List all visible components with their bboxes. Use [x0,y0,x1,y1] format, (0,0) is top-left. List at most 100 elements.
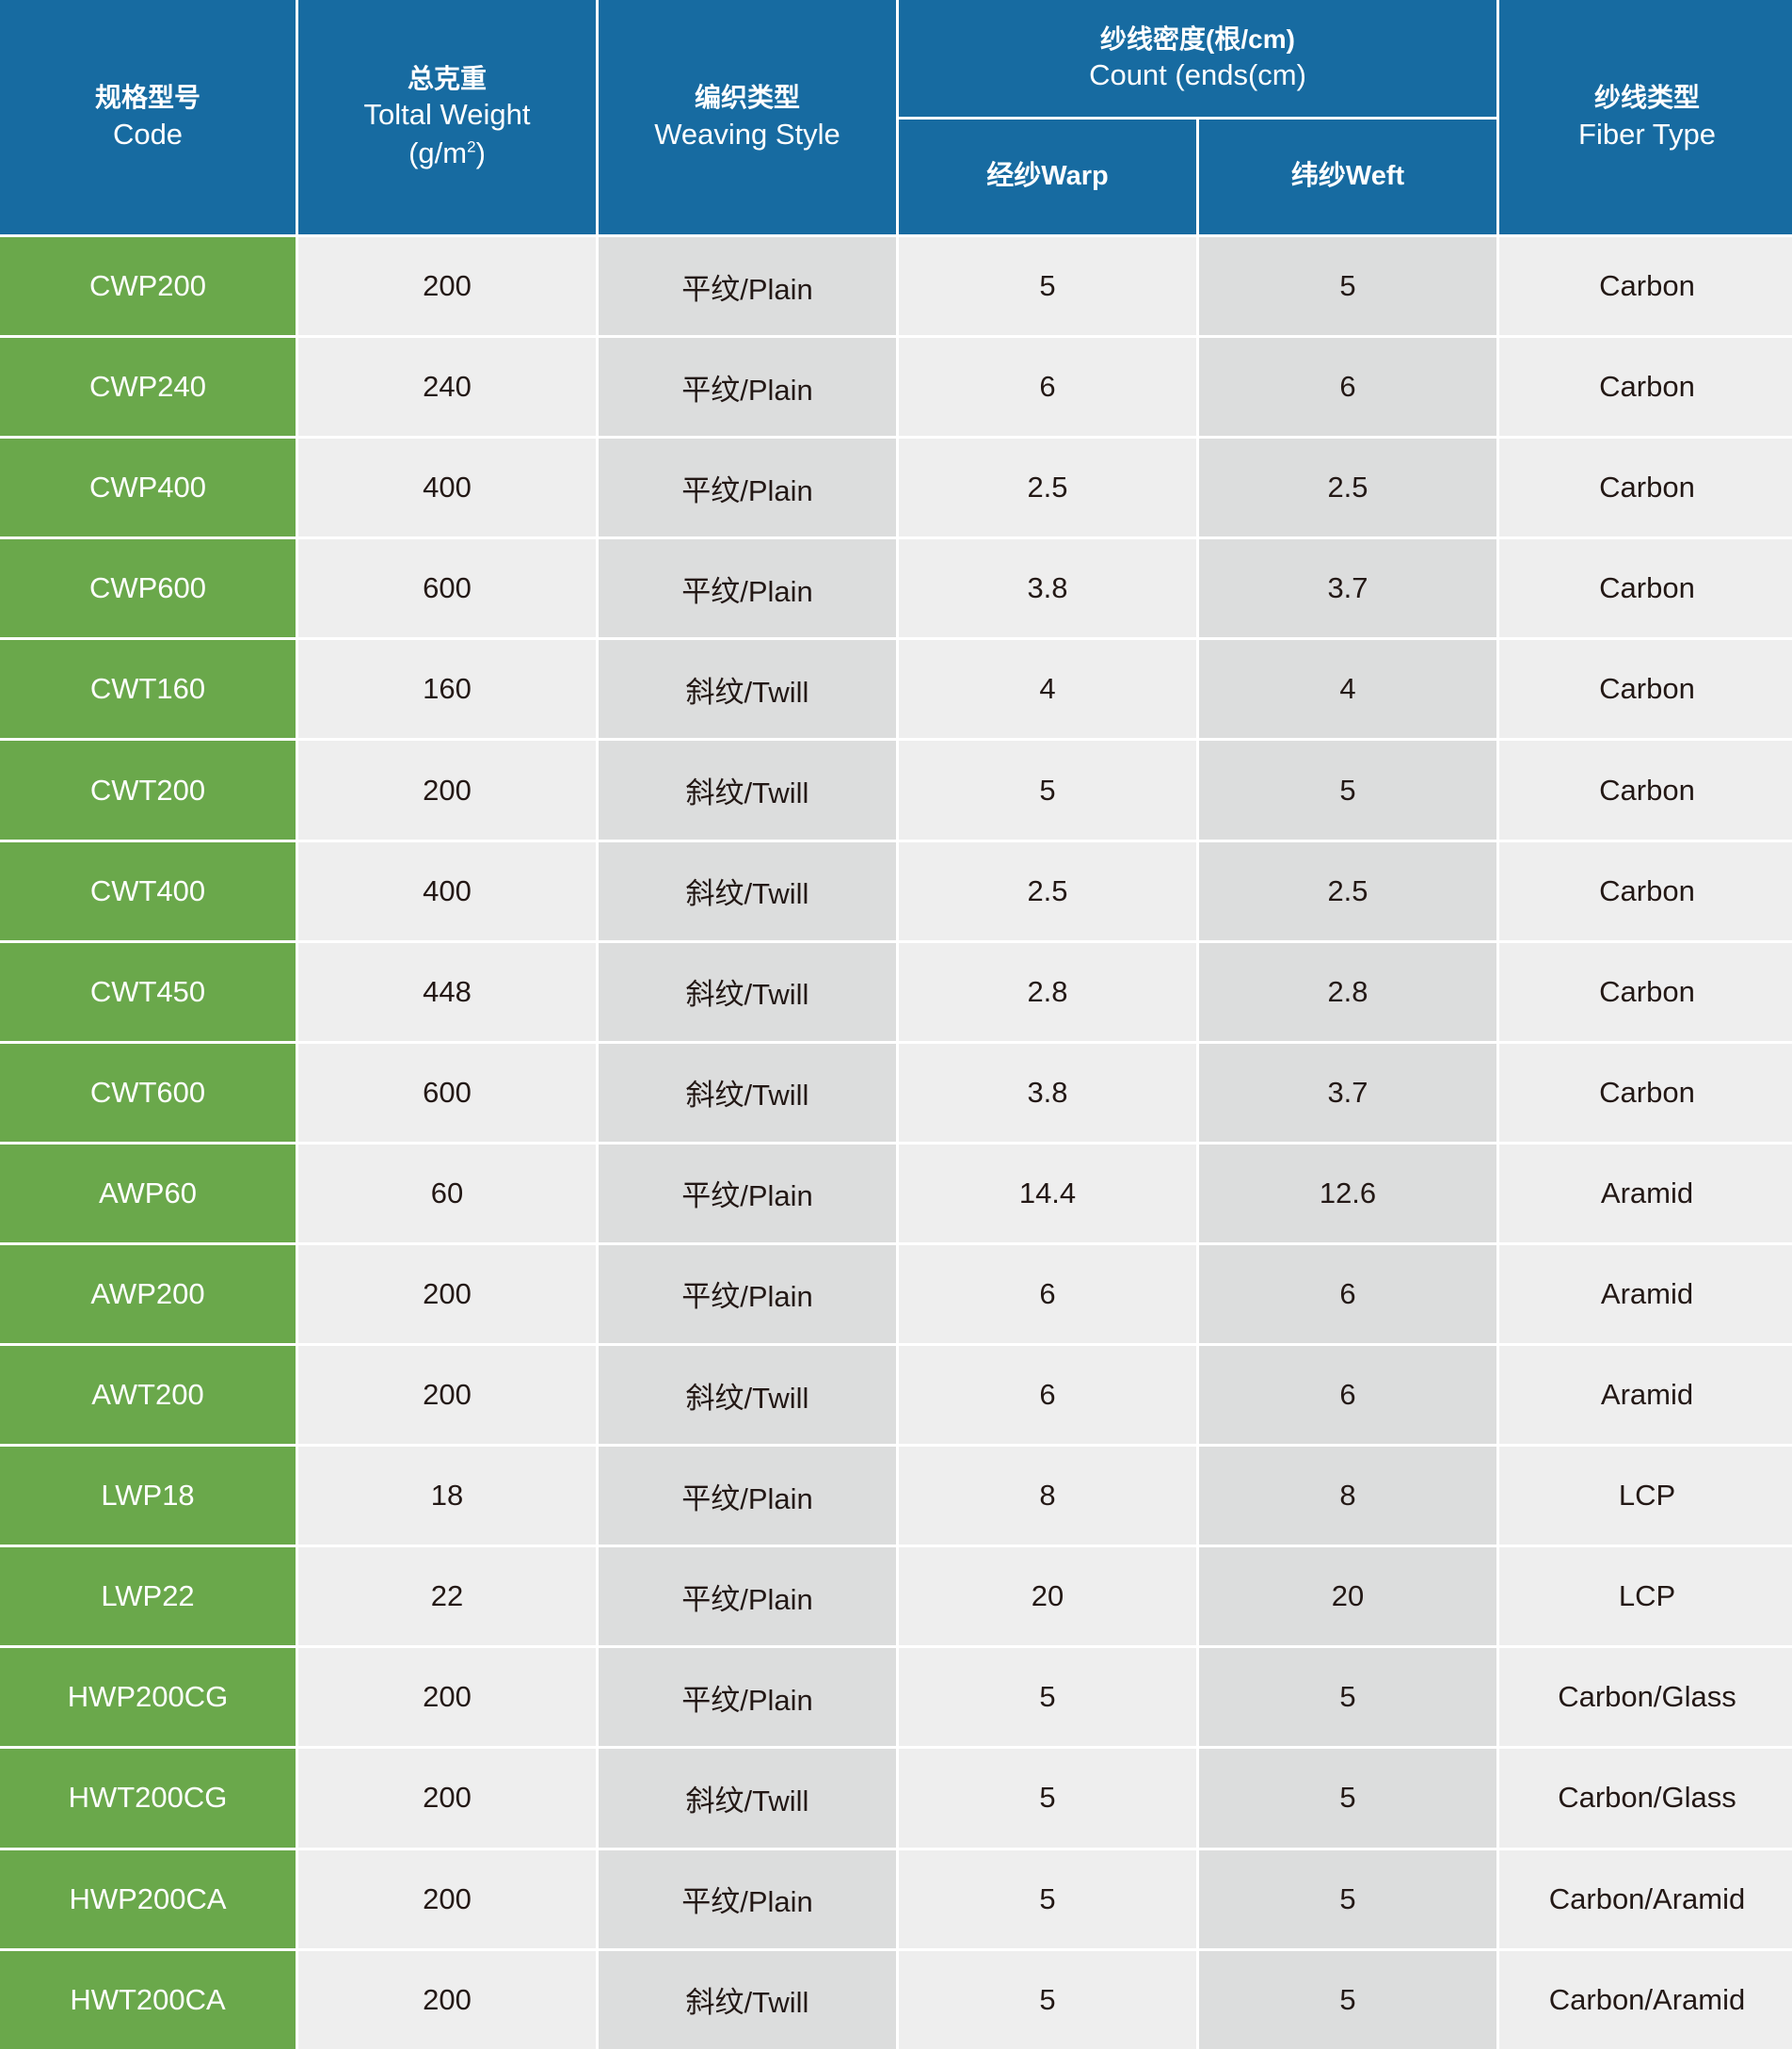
cell-code: CWP200 [0,237,296,336]
cell-warp: 6 [899,1346,1196,1445]
cell-weft: 5 [1199,1749,1496,1848]
cell-weaving: 平纹/Plain [599,1849,896,1948]
cell-weight: 400 [298,439,596,537]
cell-weight: 200 [298,1950,596,2049]
cell-code: HWT200CG [0,1749,296,1848]
cell-warp: 4 [899,640,1196,739]
cell-weaving: 斜纹/Twill [599,741,896,840]
cell-weight: 60 [298,1144,596,1242]
cell-weft: 2.5 [1199,841,1496,940]
header-code: 规格型号 Code [0,0,296,234]
cell-fiber: Carbon/Glass [1499,1749,1792,1848]
header-weight-en: Toltal Weight [363,98,531,132]
cell-code: LWP22 [0,1547,296,1646]
cell-fiber: Carbon [1499,439,1792,537]
cell-code: HWT200CA [0,1950,296,2049]
cell-weft: 6 [1199,338,1496,437]
unit-sup: 2 [467,137,476,156]
cell-weaving: 平纹/Plain [599,1144,896,1242]
header-weight-unit: (g/m2) [408,135,486,172]
cell-code: CWP600 [0,539,296,638]
cell-weaving: 平纹/Plain [599,1244,896,1344]
header-code-zh: 规格型号 [94,83,200,113]
cell-fiber: Carbon [1499,741,1792,840]
cell-fiber: Carbon [1499,539,1792,638]
cell-code: CWP240 [0,338,296,437]
cell-warp: 20 [899,1547,1196,1646]
cell-weight: 400 [298,841,596,940]
cell-fiber: Aramid [1499,1144,1792,1242]
cell-weft: 20 [1199,1547,1496,1646]
header-warp: 经纱Warp [899,120,1196,234]
cell-weft: 4 [1199,640,1496,739]
cell-weaving: 斜纹/Twill [599,942,896,1041]
cell-warp: 5 [899,237,1196,336]
header-fiber-en: Fiber Type [1578,117,1716,151]
cell-weight: 200 [298,1849,596,1948]
header-count-zh: 纱线密度(根/cm) [1100,24,1295,54]
cell-weaving: 斜纹/Twill [599,640,896,739]
cell-fiber: Carbon/Glass [1499,1648,1792,1747]
cell-weight: 200 [298,741,596,840]
cell-warp: 14.4 [899,1144,1196,1242]
cell-code: LWP18 [0,1447,296,1545]
cell-weft: 6 [1199,1346,1496,1445]
cell-warp: 8 [899,1447,1196,1545]
cell-fiber: Carbon/Aramid [1499,1849,1792,1948]
cell-weight: 22 [298,1547,596,1646]
cell-warp: 5 [899,1950,1196,2049]
cell-weft: 5 [1199,741,1496,840]
cell-weight: 200 [298,1346,596,1445]
cell-weft: 6 [1199,1244,1496,1344]
cell-weft: 2.5 [1199,439,1496,537]
cell-warp: 2.8 [899,942,1196,1041]
cell-fiber: Carbon [1499,841,1792,940]
cell-weft: 3.7 [1199,539,1496,638]
cell-code: AWT200 [0,1346,296,1445]
cell-code: CWT200 [0,741,296,840]
header-weaving-zh: 编织类型 [694,83,800,113]
cell-weight: 200 [298,1244,596,1344]
cell-weaving: 斜纹/Twill [599,1749,896,1848]
unit-pre: (g/m [408,136,468,169]
cell-fiber: LCP [1499,1447,1792,1545]
cell-warp: 5 [899,1749,1196,1848]
cell-weaving: 平纹/Plain [599,1447,896,1545]
header-weight: 总克重 Toltal Weight (g/m2) [298,0,596,234]
cell-code: HWP200CG [0,1648,296,1747]
cell-code: HWP200CA [0,1849,296,1948]
cell-weaving: 平纹/Plain [599,1648,896,1747]
header-fiber: 纱线类型 Fiber Type [1499,0,1792,234]
header-weft: 纬纱Weft [1199,120,1496,234]
cell-warp: 6 [899,1244,1196,1344]
cell-weaving: 斜纹/Twill [599,1950,896,2049]
cell-weaving: 斜纹/Twill [599,1043,896,1142]
cell-weight: 600 [298,1043,596,1142]
cell-weight: 240 [298,338,596,437]
cell-weaving: 斜纹/Twill [599,1346,896,1445]
cell-fiber: Carbon/Aramid [1499,1950,1792,2049]
header-count: 纱线密度(根/cm) Count (ends(cm) [899,0,1496,117]
cell-code: AWP60 [0,1144,296,1242]
cell-weft: 3.7 [1199,1043,1496,1142]
cell-weight: 160 [298,640,596,739]
header-weight-zh: 总克重 [407,64,487,93]
cell-code: CWT600 [0,1043,296,1142]
cell-fiber: Carbon [1499,1043,1792,1142]
cell-weft: 5 [1199,1950,1496,2049]
cell-weaving: 平纹/Plain [599,338,896,437]
cell-weft: 8 [1199,1447,1496,1545]
cell-weight: 18 [298,1447,596,1545]
cell-fiber: Carbon [1499,338,1792,437]
cell-code: CWT450 [0,942,296,1041]
cell-code: CWT400 [0,841,296,940]
header-fiber-zh: 纱线类型 [1593,83,1700,113]
cell-fiber: Carbon [1499,942,1792,1041]
cell-warp: 3.8 [899,539,1196,638]
unit-post: ) [475,136,486,169]
cell-fiber: LCP [1499,1547,1792,1646]
header-weaving-en: Weaving Style [654,117,840,151]
cell-weight: 200 [298,1749,596,1848]
cell-weft: 5 [1199,237,1496,336]
